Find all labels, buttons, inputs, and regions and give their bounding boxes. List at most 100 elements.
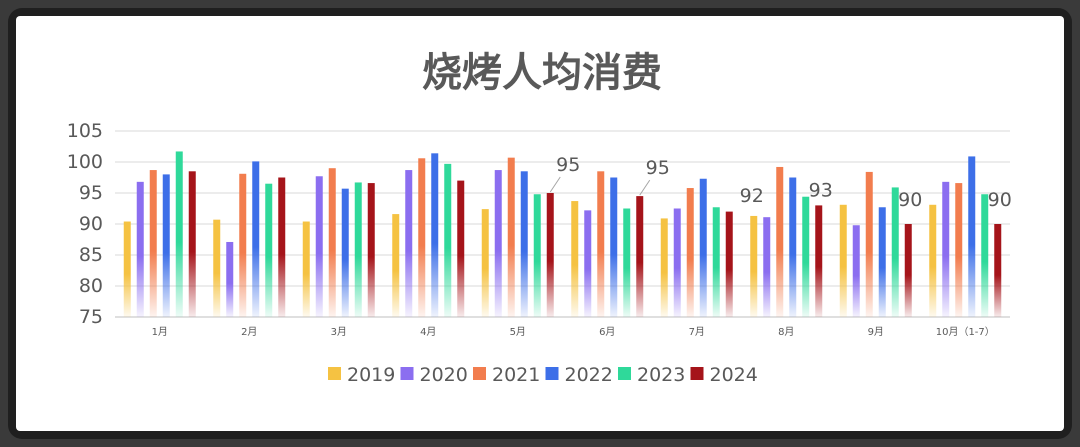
- x-tick-label: 7月: [689, 326, 705, 338]
- bar-2022-4: [431, 153, 439, 317]
- legend-label-2024: 2024: [710, 364, 758, 386]
- x-tick-label: 8月: [778, 326, 794, 338]
- bar-2021-8: [776, 166, 784, 317]
- bar-2020-7: [673, 208, 681, 317]
- bar-2020-1: [136, 181, 144, 317]
- data-label-6-2024: 95: [646, 157, 670, 179]
- bar-2024-2: [278, 177, 286, 317]
- bar-2023-5: [533, 194, 541, 317]
- x-tick-label: 9月: [868, 326, 884, 338]
- legend-label-2019: 2019: [347, 364, 395, 386]
- legend-swatch-2020: [400, 367, 414, 380]
- legend-label-2020: 2020: [420, 364, 468, 386]
- bar-2023-8: [802, 196, 810, 317]
- x-tick-label: 6月: [599, 326, 615, 338]
- bar-2022-9: [878, 207, 886, 317]
- bar-2019-9: [839, 204, 847, 317]
- bar-2022-10: [968, 156, 976, 317]
- bar-2019-7: [660, 218, 668, 317]
- bar-2021-5: [507, 157, 515, 317]
- bar-2023-1: [175, 151, 183, 317]
- bar-2023-6: [623, 208, 631, 317]
- bar-2019-10: [929, 204, 937, 317]
- legend-swatch-2021: [473, 367, 486, 380]
- data-label-8-2024: 93: [809, 179, 833, 201]
- bar-2024-7: [725, 211, 733, 317]
- bar-2019-4: [392, 214, 400, 317]
- bar-2024-10: [994, 224, 1002, 317]
- x-tick-label: 3月: [331, 326, 347, 338]
- bar-2021-4: [418, 158, 426, 317]
- bar-2020-2: [226, 241, 234, 317]
- data-labels: 95 95 92 93 90 90: [549, 154, 1012, 211]
- bar-2020-4: [405, 170, 413, 317]
- legend: 2019 2020 2021 2022 2023 2024: [328, 364, 758, 386]
- y-tick-label: 75: [79, 306, 103, 328]
- y-tick-label: 90: [79, 213, 103, 235]
- legend-label-2022: 2022: [565, 364, 613, 386]
- bar-2020-9: [852, 225, 860, 317]
- bar-2023-7: [712, 207, 720, 317]
- bar-2019-1: [123, 221, 131, 317]
- bar-2022-2: [252, 161, 260, 317]
- bar-2023-10: [981, 194, 989, 317]
- data-label-8-2019: 92: [740, 185, 764, 207]
- data-label-leader: [639, 179, 651, 196]
- y-tick-label: 100: [67, 151, 103, 173]
- bar-2019-5: [481, 209, 489, 317]
- bar-2019-3: [302, 221, 310, 317]
- legend-swatch-2022: [545, 367, 559, 380]
- bar-2020-6: [584, 210, 592, 317]
- y-tick-label: 95: [79, 182, 103, 204]
- bar-2021-9: [865, 171, 873, 317]
- bar-2022-7: [699, 178, 707, 317]
- bar-2022-3: [341, 188, 349, 317]
- bar-2024-8: [815, 205, 823, 317]
- x-tick-label: 4月: [420, 326, 436, 338]
- bar-2020-5: [494, 170, 502, 317]
- y-tick-label: 105: [67, 120, 103, 142]
- bar-2021-10: [955, 183, 963, 317]
- bar-2021-7: [686, 188, 694, 317]
- bar-2020-10: [942, 181, 950, 317]
- data-label-9-2024: 90: [898, 189, 922, 211]
- bar-2022-5: [520, 171, 528, 317]
- bar-2021-6: [597, 171, 605, 317]
- bar-2024-9: [904, 224, 912, 317]
- bar-2024-3: [367, 183, 375, 317]
- bar-2019-2: [213, 219, 221, 317]
- bar-2022-1: [162, 174, 170, 317]
- x-tick-label: 10月（1-7）: [936, 326, 995, 338]
- bar-2023-3: [354, 182, 362, 317]
- legend-swatch-2024: [690, 367, 704, 380]
- x-tick-label: 5月: [510, 326, 526, 338]
- bar-2023-9: [891, 187, 899, 317]
- bar-2021-3: [328, 168, 336, 317]
- x-axis: 1月 2月 3月 4月 5月 6月 7月 8月 9月 10月（1-7）: [152, 326, 995, 338]
- legend-swatch-2019: [328, 367, 341, 380]
- legend-swatch-2023: [618, 367, 631, 380]
- chart-title: 烧烤人均消费: [422, 50, 662, 96]
- y-tick-label: 80: [79, 275, 103, 297]
- bar-2021-1: [149, 170, 157, 317]
- x-tick-label: 1月: [152, 326, 168, 338]
- bar-2024-4: [457, 180, 465, 317]
- legend-label-2021: 2021: [492, 364, 540, 386]
- bars: [123, 151, 1002, 317]
- data-label-leader: [549, 176, 561, 193]
- bar-2024-5: [546, 193, 554, 317]
- data-label-10-1-7-2024: 90: [988, 189, 1012, 211]
- data-label-5-2024: 95: [556, 154, 580, 176]
- legend-label-2023: 2023: [637, 364, 685, 386]
- bar-2024-6: [636, 196, 644, 317]
- bar-2020-3: [315, 176, 323, 317]
- x-tick-label: 2月: [241, 326, 257, 338]
- bar-2024-1: [188, 171, 196, 317]
- y-axis: 75 80 85 90 95 100 105: [67, 120, 103, 328]
- y-tick-label: 85: [79, 244, 103, 266]
- bar-2023-2: [265, 183, 273, 317]
- bar-2019-8: [750, 215, 758, 317]
- bar-2023-4: [444, 163, 452, 317]
- bar-2020-8: [763, 217, 771, 317]
